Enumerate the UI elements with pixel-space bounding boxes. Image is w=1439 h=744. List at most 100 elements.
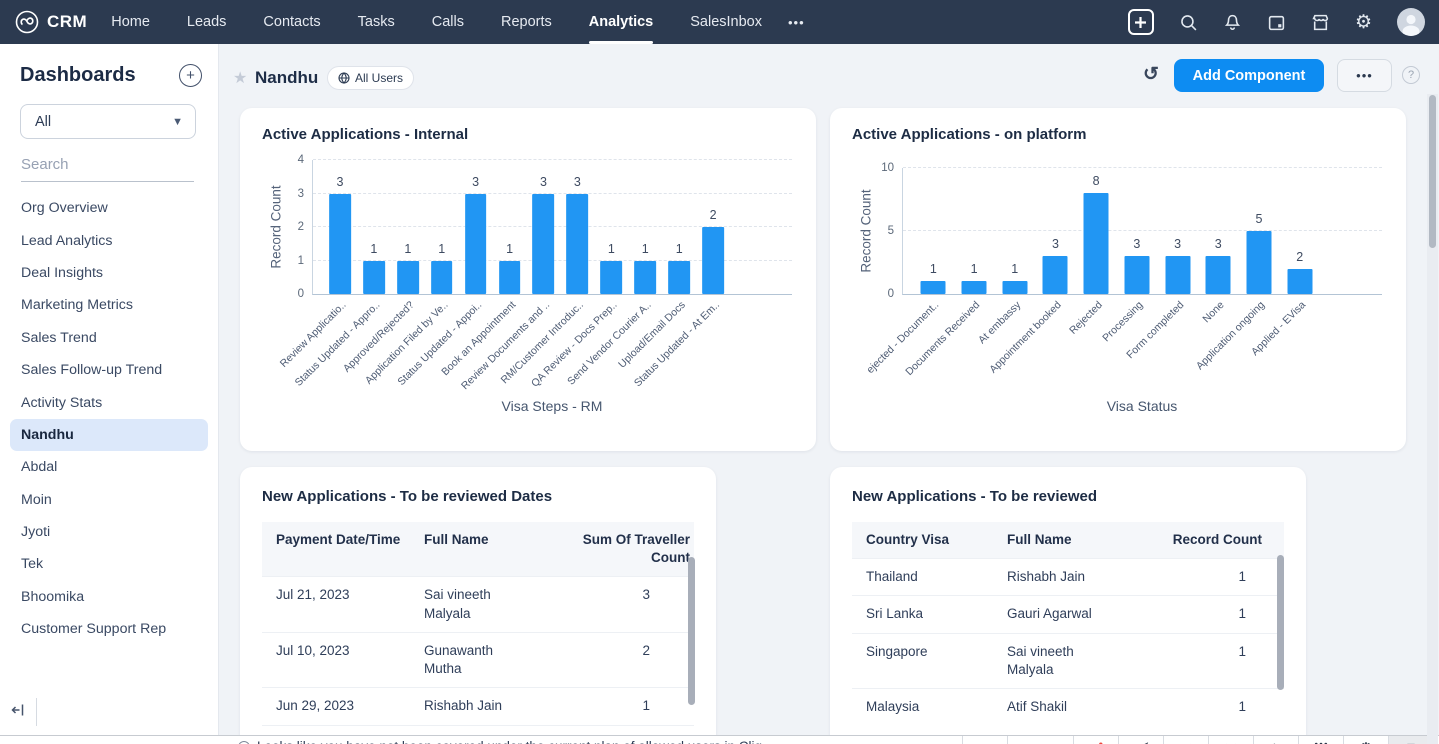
nav-tab-analytics[interactable]: Analytics xyxy=(588,0,654,44)
y-axis-title: Record Count xyxy=(268,185,284,269)
help-icon[interactable]: ? xyxy=(1402,66,1420,84)
bar-status-updated-appro[interactable] xyxy=(363,260,385,294)
sidebar-item-org-overview[interactable]: Org Overview xyxy=(21,200,108,217)
dock-moon-icon[interactable] xyxy=(1253,736,1298,744)
cell: 1 xyxy=(1238,699,1246,715)
settings-gear-icon[interactable]: ⚙ xyxy=(1354,11,1372,33)
bar-send-vendor-courier-a[interactable] xyxy=(634,260,657,294)
notifications-bell-icon[interactable] xyxy=(1223,13,1242,32)
table-scrollbar[interactable] xyxy=(1277,555,1284,690)
sidebar-item-activity-stats[interactable]: Activity Stats xyxy=(21,394,103,411)
sidebar-item-tek[interactable]: Tek xyxy=(21,556,44,573)
calendar-icon[interactable] xyxy=(1267,13,1286,32)
crm-brand[interactable]: CRM xyxy=(14,9,87,35)
sidebar-search-input[interactable] xyxy=(21,152,194,182)
bar-value-label: 5 xyxy=(1255,212,1263,226)
sidebar-item-bhoomika[interactable]: Bhoomika xyxy=(21,588,85,605)
bar-appointment-booked[interactable] xyxy=(1042,256,1068,294)
page-title: Nandhu xyxy=(255,68,319,87)
dock-zia-icon[interactable] xyxy=(1073,736,1118,744)
bar-application-ongoing[interactable] xyxy=(1246,231,1272,294)
bar-value-label: 2 xyxy=(709,208,717,222)
table-row[interactable]: Jul 10, 2023 Gunawanth Mutha 2 xyxy=(262,631,694,687)
table-row[interactable]: Jun 29, 2023 Rishabh Jain 1 xyxy=(262,687,694,724)
bar-rm-customer-introduc[interactable] xyxy=(566,193,589,294)
bottom-dock: Ask Zia ⚙ xyxy=(962,736,1439,744)
sidebar-item-jyoti[interactable]: Jyoti xyxy=(21,524,51,541)
bar-applied-evisa[interactable] xyxy=(1287,268,1313,294)
sidebar-item-abdal[interactable]: Abdal xyxy=(21,459,58,476)
table-row[interactable]: Malaysia Atif Shakil 1 xyxy=(852,688,1284,725)
sidebar-item-nandhu[interactable]: Nandhu xyxy=(10,418,208,452)
bar-book-an-appointment[interactable] xyxy=(498,260,521,294)
table-row[interactable]: Thailand Rishabh Jain 1 xyxy=(852,558,1284,595)
dock-gear-icon[interactable]: ⚙ xyxy=(1343,736,1388,744)
x-labels-area: Review Applicatio.. Status Updated - Appr… xyxy=(278,294,730,394)
sidebar-item-sales-trend[interactable]: Sales Trend xyxy=(21,329,97,346)
bar-form-completed[interactable] xyxy=(1165,256,1191,294)
bar-upload-email-docs[interactable] xyxy=(668,260,691,294)
dock-megaphone-icon[interactable] xyxy=(962,736,1007,744)
data-table: Payment Date/Time Full Name Sum Of Travell… xyxy=(262,522,694,744)
column-header: Full Name xyxy=(424,532,489,547)
bar-review-applicatio[interactable] xyxy=(329,193,351,294)
dashboard-filter-dropdown[interactable]: All ▼ xyxy=(20,104,196,139)
bar-value-label: 3 xyxy=(1051,237,1059,252)
collapse-sidebar-icon[interactable] xyxy=(10,702,26,723)
dock-shuffle-icon[interactable] xyxy=(1163,736,1208,744)
page-scrollbar-track[interactable] xyxy=(1427,94,1438,744)
bar-rejected[interactable] xyxy=(1083,193,1109,294)
bar-value-label: 1 xyxy=(675,241,683,256)
sidebar-item-lead-analytics[interactable]: Lead Analytics xyxy=(21,232,113,249)
dock-apps-grid-icon[interactable] xyxy=(1298,736,1343,744)
card-title: Active Applications - on platform xyxy=(852,126,1087,143)
cell: Atif Shakil xyxy=(1007,699,1068,715)
bar-status-updated-at-em[interactable] xyxy=(702,227,724,294)
nav-tab-home[interactable]: Home xyxy=(111,14,150,30)
bar-processing[interactable] xyxy=(1124,256,1150,294)
all-users-badge[interactable]: All Users xyxy=(327,66,415,90)
nav-tab-reports[interactable]: Reports xyxy=(500,14,552,30)
column-header: Country Visa xyxy=(866,532,950,547)
page-scrollbar-thumb[interactable] xyxy=(1429,95,1436,248)
nav-more-icon[interactable]: ••• xyxy=(787,14,805,30)
bar-none[interactable] xyxy=(1205,256,1231,294)
bar-review-documents-and[interactable] xyxy=(532,193,555,294)
nav-tab-contacts[interactable]: Contacts xyxy=(263,14,321,30)
marketplace-store-icon[interactable] xyxy=(1311,13,1330,32)
sidebar-item-sales-follow-up-trend[interactable]: Sales Follow-up Trend xyxy=(21,362,163,379)
bar-application-filed-by-ve[interactable] xyxy=(430,260,453,294)
sidebar-item-customer-support-rep[interactable]: Customer Support Rep xyxy=(21,621,167,638)
bar-approved-rejected[interactable] xyxy=(396,260,419,294)
nav-tab-leads[interactable]: Leads xyxy=(186,14,227,30)
add-component-button[interactable]: Add Component xyxy=(1174,59,1324,92)
nav-tab-salesinbox[interactable]: SalesInbox xyxy=(690,14,762,30)
bar-status-updated-appoi[interactable] xyxy=(464,193,487,294)
nav-tab-calls[interactable]: Calls xyxy=(431,14,464,30)
sidebar-item-moin[interactable]: Moin xyxy=(21,491,52,508)
dock-send-icon[interactable] xyxy=(1118,736,1163,744)
y-tick-label: 1 xyxy=(297,254,304,267)
favorite-star-icon[interactable]: ★ xyxy=(233,70,248,87)
sidebar-title: Dashboards xyxy=(20,64,136,86)
refresh-icon[interactable]: ↺ xyxy=(1143,64,1159,85)
table-scrollbar[interactable] xyxy=(688,557,695,705)
search-icon[interactable] xyxy=(1179,13,1198,32)
sidebar-item-deal-insights[interactable]: Deal Insights xyxy=(21,264,104,281)
dashboard-more-button[interactable]: ••• xyxy=(1337,59,1392,92)
user-avatar[interactable] xyxy=(1397,8,1425,36)
bar-qa-review-docs-prep[interactable] xyxy=(600,260,623,294)
sidebar-item-marketing-metrics[interactable]: Marketing Metrics xyxy=(21,297,133,314)
dock-alarm-icon[interactable] xyxy=(1208,736,1253,744)
add-dashboard-button[interactable]: + xyxy=(179,64,202,87)
table-row[interactable]: Sri Lanka Gauri Agarwal 1 xyxy=(852,595,1284,632)
nav-tab-tasks[interactable]: Tasks xyxy=(357,14,395,30)
dock-ask-zia[interactable]: Ask Zia xyxy=(1007,736,1073,744)
bar-ejected-document[interactable] xyxy=(920,281,946,294)
table-row[interactable]: Singapore Sai vineeth Malyala 1 xyxy=(852,632,1284,688)
bar-at-embassy[interactable] xyxy=(1002,281,1028,294)
quick-add-button[interactable] xyxy=(1127,9,1154,35)
dock-printer-icon[interactable] xyxy=(1388,736,1433,744)
table-row[interactable]: Jul 21, 2023 Sai vineeth Malyala 3 xyxy=(262,576,694,631)
bar-documents-received[interactable] xyxy=(961,281,987,294)
